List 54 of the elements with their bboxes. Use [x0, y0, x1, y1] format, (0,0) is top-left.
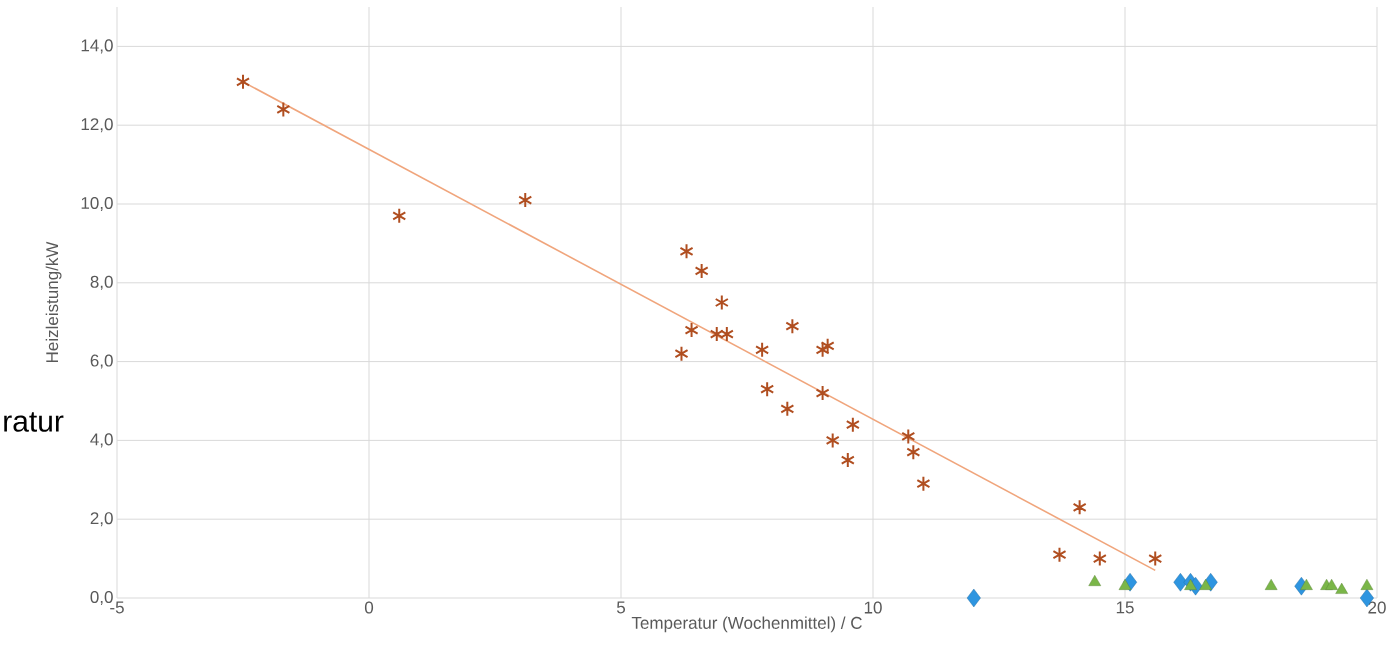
x-tick-label: 10	[864, 601, 882, 614]
point	[1148, 550, 1163, 567]
y-tick-label: 14,0	[81, 39, 113, 54]
point	[1360, 578, 1374, 590]
point	[694, 262, 709, 279]
point	[1052, 546, 1067, 563]
point	[840, 452, 855, 469]
y-tick-label: 4,0	[90, 433, 113, 448]
point	[906, 444, 921, 461]
point	[825, 432, 840, 449]
point	[1335, 582, 1348, 594]
point	[785, 318, 800, 335]
point	[780, 400, 795, 417]
point	[684, 322, 699, 339]
point	[1072, 499, 1087, 516]
x-tick-label: 15	[1116, 601, 1134, 614]
point	[845, 416, 860, 433]
x-tick-label: 5	[616, 601, 626, 614]
y-axis-title: Heizleistung/kW	[45, 241, 62, 363]
point	[1118, 578, 1132, 590]
point	[1199, 578, 1212, 590]
point	[714, 294, 729, 311]
point	[1300, 578, 1313, 590]
point	[966, 588, 981, 608]
point	[1264, 578, 1278, 590]
x-axis-title: Temperatur (Wochenmittel) / C	[631, 616, 862, 633]
point	[1325, 578, 1338, 590]
point	[815, 385, 830, 402]
point	[1173, 573, 1188, 592]
point	[276, 101, 291, 118]
point	[518, 192, 533, 209]
text: ratur	[4, 412, 64, 432]
point	[1088, 575, 1102, 586]
point	[820, 337, 835, 354]
point	[674, 345, 689, 362]
y-tick-label: 12,0	[81, 118, 113, 133]
x-tick-label: 0	[364, 601, 374, 614]
y-tick-label: 8,0	[90, 275, 113, 290]
point	[709, 326, 724, 343]
y-tick-label: 2,0	[90, 512, 113, 527]
point	[901, 428, 916, 445]
point	[392, 207, 407, 224]
point	[719, 326, 734, 343]
y-tick-label: 10,0	[81, 196, 113, 212]
point	[755, 341, 770, 358]
point	[760, 381, 775, 398]
point	[916, 475, 931, 492]
point	[1184, 578, 1197, 590]
point	[235, 73, 251, 90]
point	[1092, 550, 1107, 567]
y-tick-label: 6,0	[90, 354, 113, 369]
x-tick-label: 20	[1368, 601, 1386, 614]
point	[815, 341, 830, 358]
point	[679, 243, 694, 260]
